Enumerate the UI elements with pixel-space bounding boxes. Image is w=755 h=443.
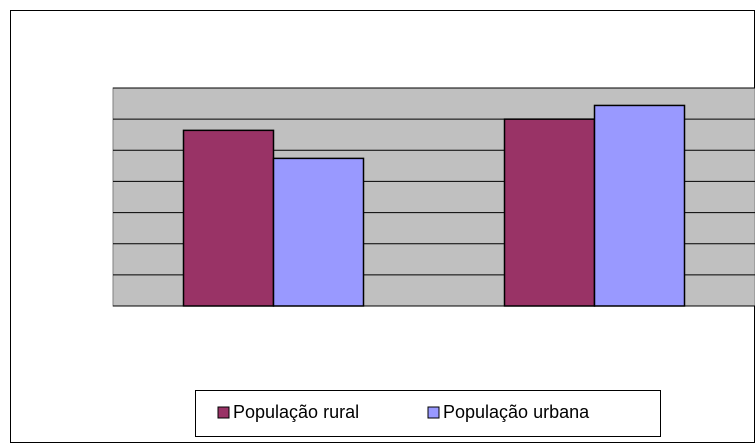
legend-swatch [427,406,440,419]
bar [272,157,365,307]
legend-label: População urbana [443,402,590,422]
bar [503,118,596,307]
bar [182,129,275,307]
bar [593,104,686,307]
legend-label: População rural [233,402,359,422]
legend-swatch [217,406,230,419]
